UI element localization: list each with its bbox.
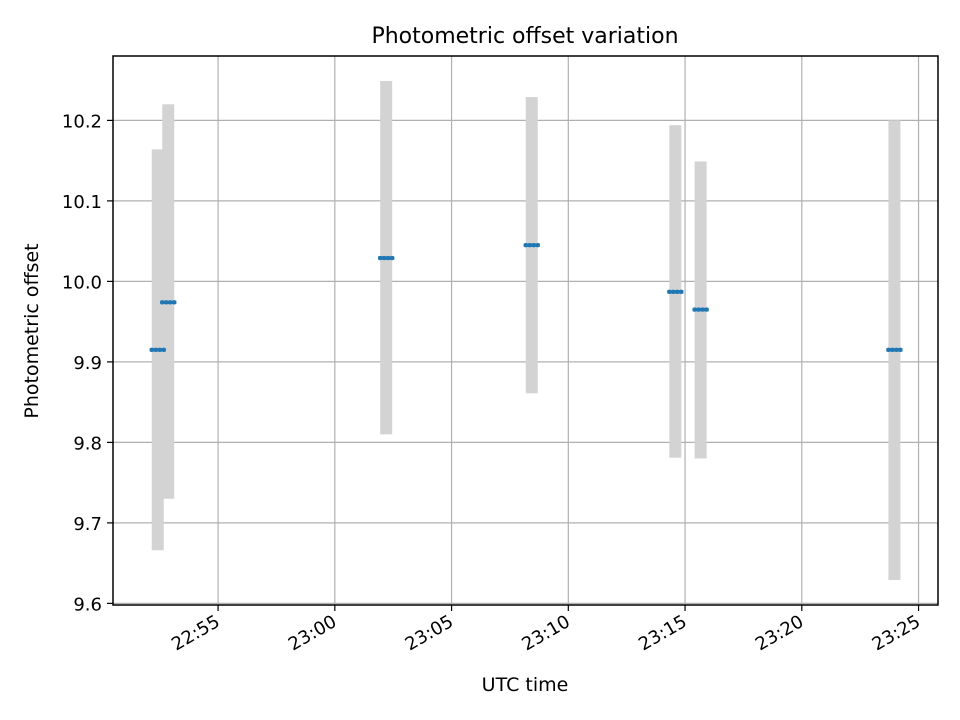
data-point-dot [894, 347, 899, 353]
y-tick-label: 9.6 [73, 594, 102, 615]
data-point-dot [168, 300, 173, 305]
plot-frame [112, 55, 939, 606]
data-point-dot [696, 307, 701, 312]
data-point-dot [700, 307, 705, 312]
data-point-dot [385, 255, 391, 261]
data-point-dot [890, 347, 895, 353]
data-point-dot [667, 289, 672, 295]
data-point-dot [898, 347, 903, 353]
chart-title: Photometric offset variation [371, 24, 678, 49]
data-point-dot [161, 347, 166, 353]
data-point-dot [153, 347, 158, 353]
data-point-dot [149, 347, 154, 353]
grid-lines [113, 56, 938, 605]
data-point-dot [886, 347, 891, 353]
data-point-dot [671, 289, 676, 295]
y-tick-label: 10.2 [62, 111, 102, 132]
data-point-dot [535, 242, 540, 248]
y-tick-label: 9.9 [73, 353, 102, 374]
data-point-dot [679, 289, 684, 295]
y-tick-label: 9.7 [73, 514, 102, 535]
data-point-dot [523, 242, 528, 248]
data-point-dot [160, 300, 165, 305]
y-tick-label: 10.1 [62, 192, 102, 213]
x-axis-label: UTC time [482, 674, 569, 696]
data-markers [149, 242, 903, 353]
data-point-dot [531, 242, 536, 248]
data-point-dot [157, 347, 162, 353]
data-point-dot [527, 242, 532, 248]
y-tick-label: 10.0 [62, 272, 102, 293]
data-point-dot [675, 289, 680, 295]
plot-area [113, 56, 938, 605]
y-tick-label: 9.8 [73, 433, 102, 454]
y-axis-label: Photometric offset [21, 243, 43, 418]
data-point-dot [164, 300, 169, 305]
data-point-dot [377, 255, 383, 261]
data-point-dot [172, 300, 177, 305]
data-point-dot [692, 307, 697, 312]
data-point-dot [381, 255, 387, 261]
data-point-dot [389, 255, 395, 261]
data-point-dot [704, 307, 709, 312]
